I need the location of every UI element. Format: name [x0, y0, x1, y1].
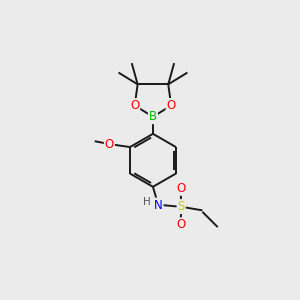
Text: O: O	[105, 138, 114, 151]
Text: O: O	[176, 218, 185, 231]
Text: B: B	[149, 110, 157, 123]
Text: H: H	[143, 197, 151, 207]
Text: N: N	[154, 199, 163, 212]
Text: S: S	[178, 200, 185, 213]
Text: O: O	[167, 99, 176, 112]
Text: O: O	[176, 182, 185, 195]
Text: O: O	[130, 99, 139, 112]
